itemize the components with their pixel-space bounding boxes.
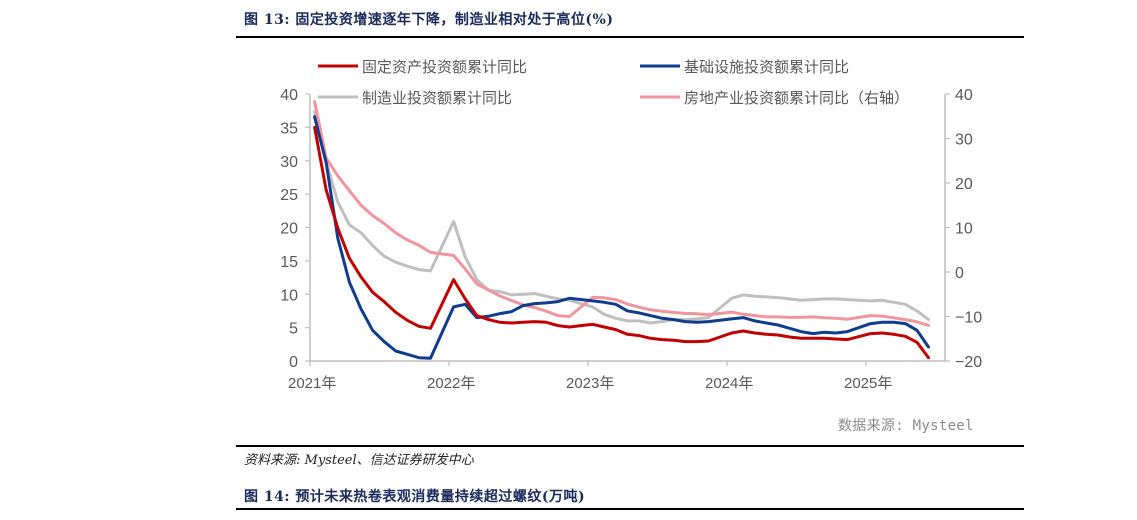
y-left-tick-label: 10	[280, 287, 298, 304]
y-left-tick-label: 15	[280, 254, 298, 271]
y-right-tick-label: 0	[955, 265, 964, 282]
legend-label: 制造业投资额累计同比	[362, 90, 512, 107]
x-tick-label: 2024年	[705, 375, 753, 392]
y-left-tick-label: 25	[280, 187, 298, 204]
legend-label: 固定资产投资额累计同比	[362, 59, 527, 76]
source-note: 资料来源: Mysteel、信达证券研发中心	[244, 453, 474, 468]
x-tick-label: 2023年	[566, 375, 614, 392]
legend-label: 基础设施投资额累计同比	[684, 59, 849, 76]
y-left-tick-label: 35	[280, 120, 298, 137]
x-tick-label: 2022年	[427, 375, 475, 392]
chart-source-label: 数据来源: Mysteel	[838, 418, 974, 434]
x-tick-label: 2025年	[844, 375, 892, 392]
series-line	[313, 115, 930, 360]
y-right-tick-label: 10	[955, 221, 973, 238]
chart-series	[313, 100, 930, 360]
series-line	[313, 110, 930, 325]
y-left-tick-label: 5	[289, 321, 298, 338]
title-rule	[236, 36, 1024, 38]
next-title-rule	[236, 508, 1024, 510]
y-right-tick-label: −20	[955, 354, 982, 371]
series-line	[313, 100, 930, 327]
y-right-tick-label: 30	[955, 132, 973, 149]
y-left-tick-label: 20	[280, 221, 298, 238]
x-tick-label: 2021年	[288, 375, 336, 392]
next-figure-title: 图 14: 预计未来热卷表观消费量持续超过螺纹(万吨)	[244, 489, 586, 505]
y-left-tick-label: 30	[280, 154, 298, 171]
y-right-tick-label: 20	[955, 176, 973, 193]
series-line	[313, 125, 930, 360]
chart-axes: 0 5 10 15 20 25 30 35 40 −20 −10 0 10 20 30 40 2021年 2022…	[280, 87, 982, 392]
legend-label: 房地产业投资额累计同比（右轴）	[684, 90, 909, 107]
y-left-tick-label: 40	[280, 87, 298, 104]
y-left-tick-label: 0	[289, 354, 298, 371]
figure-title: 图 13: 固定投资增速逐年下降，制造业相对处于高位(%)	[244, 12, 614, 28]
source-rule	[236, 445, 1024, 447]
y-right-tick-label: 40	[955, 87, 973, 104]
y-right-tick-label: −10	[955, 310, 982, 327]
